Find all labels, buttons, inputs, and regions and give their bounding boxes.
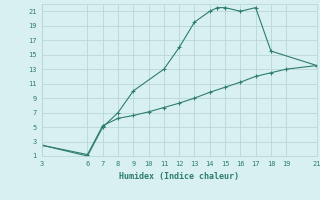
X-axis label: Humidex (Indice chaleur): Humidex (Indice chaleur): [119, 172, 239, 181]
